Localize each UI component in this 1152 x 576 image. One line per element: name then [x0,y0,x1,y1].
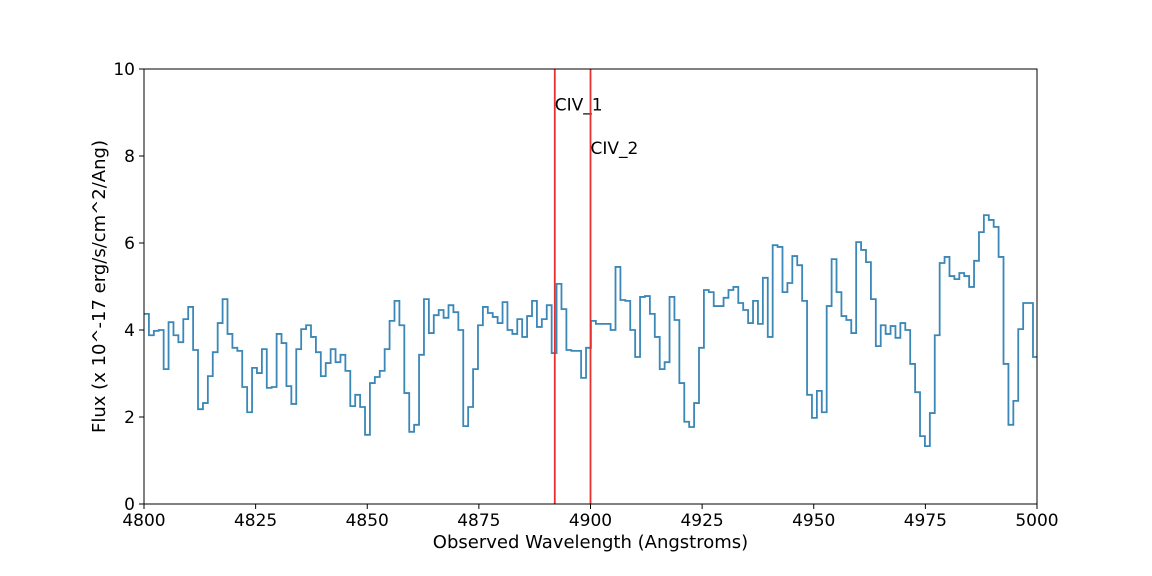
y-tick-label: 4 [124,321,135,341]
x-tick-label: 4950 [792,511,835,531]
x-tick-label: 4925 [680,511,723,531]
y-axis-label: Flux (x 10^-17 erg/s/cm^2/Ang) [89,140,110,433]
x-tick-label: 5000 [1015,511,1058,531]
spectrum-line [144,214,1037,448]
plot-frame [143,68,1038,505]
x-tick-label: 4850 [346,511,389,531]
x-tick-label: 4800 [122,511,165,531]
y-tick-label: 6 [124,234,135,254]
y-tick-label: 0 [124,495,135,515]
marker-label: CIV_1 [555,96,603,116]
marker-label: CIV_2 [591,139,639,159]
y-tick-label: 8 [124,147,135,167]
x-axis-label: Observed Wavelength (Angstroms) [433,532,748,553]
x-tick-label: 4900 [569,511,612,531]
x-tick-label: 4875 [457,511,500,531]
y-tick-label: 10 [113,60,135,80]
x-tick-label: 4975 [904,511,947,531]
x-tick-label: 4825 [234,511,277,531]
y-tick-label: 2 [124,408,135,428]
